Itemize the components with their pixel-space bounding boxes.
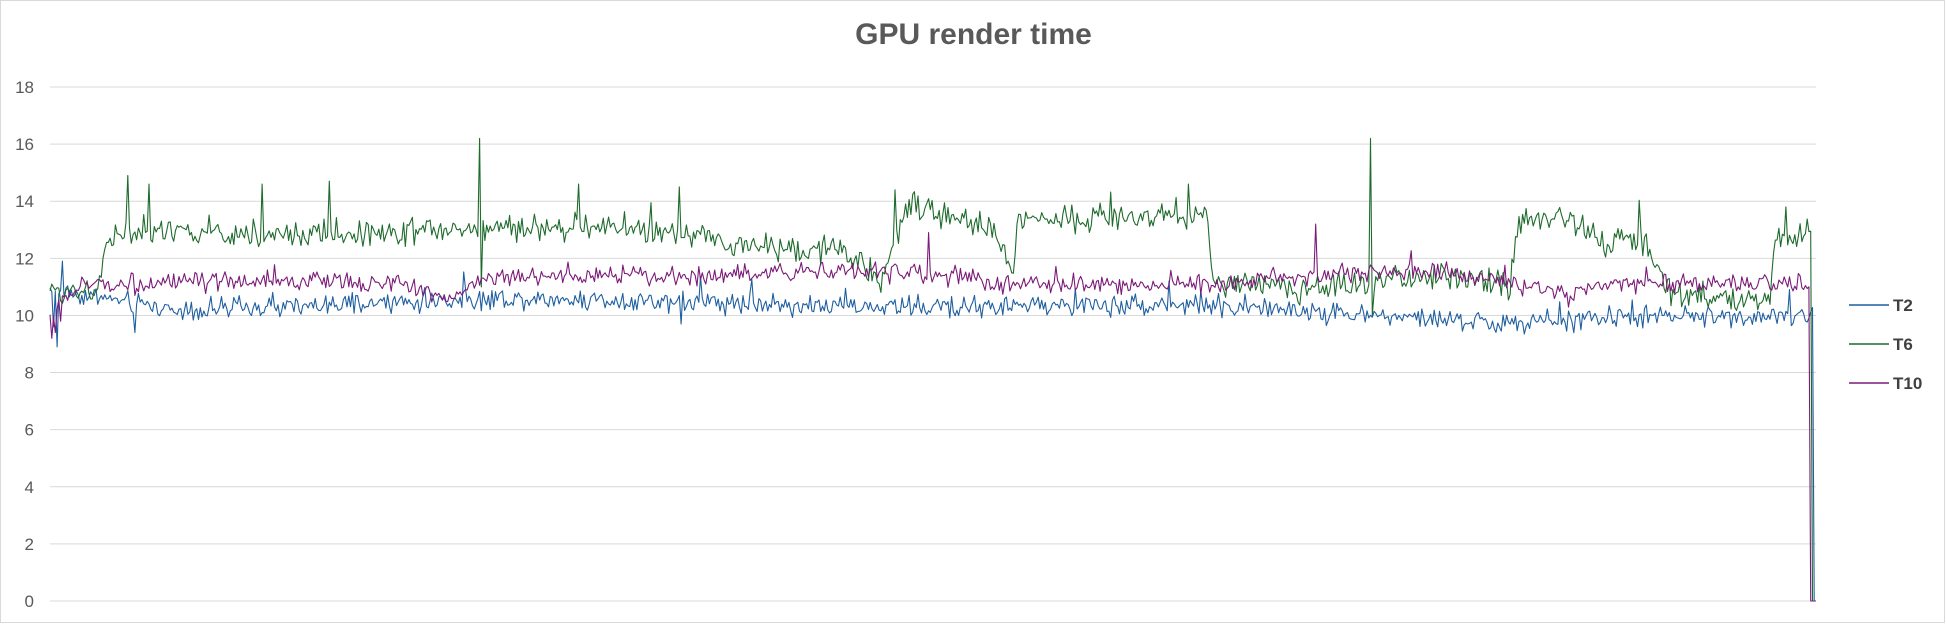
y-tick-label: 2 bbox=[25, 535, 34, 554]
y-tick-label: 6 bbox=[25, 421, 34, 440]
y-tick-label: 12 bbox=[15, 249, 34, 268]
y-tick-label: 16 bbox=[15, 135, 34, 154]
series-line-t2 bbox=[49, 260, 1816, 602]
y-tick-label: 4 bbox=[25, 478, 34, 497]
y-tick-label: 8 bbox=[25, 364, 34, 383]
series-line-t10 bbox=[49, 223, 1816, 602]
legend-label-t10: T10 bbox=[1893, 374, 1922, 393]
y-tick-label: 0 bbox=[25, 592, 34, 611]
chart-title: GPU render time bbox=[855, 18, 1092, 51]
legend-label-t2: T2 bbox=[1893, 296, 1913, 315]
y-tick-label: 14 bbox=[15, 192, 34, 211]
y-tick-label: 10 bbox=[15, 306, 34, 325]
y-tick-label: 18 bbox=[15, 78, 34, 97]
series-line-t6 bbox=[49, 137, 1816, 602]
gridlines bbox=[50, 86, 1816, 602]
legend-label-t6: T6 bbox=[1893, 335, 1913, 354]
plot-area bbox=[49, 137, 1816, 602]
y-axis-tick-labels: 0 2 4 6 8 10 12 14 16 18 bbox=[15, 78, 34, 611]
legend: T2 T6 T10 bbox=[1849, 296, 1922, 393]
